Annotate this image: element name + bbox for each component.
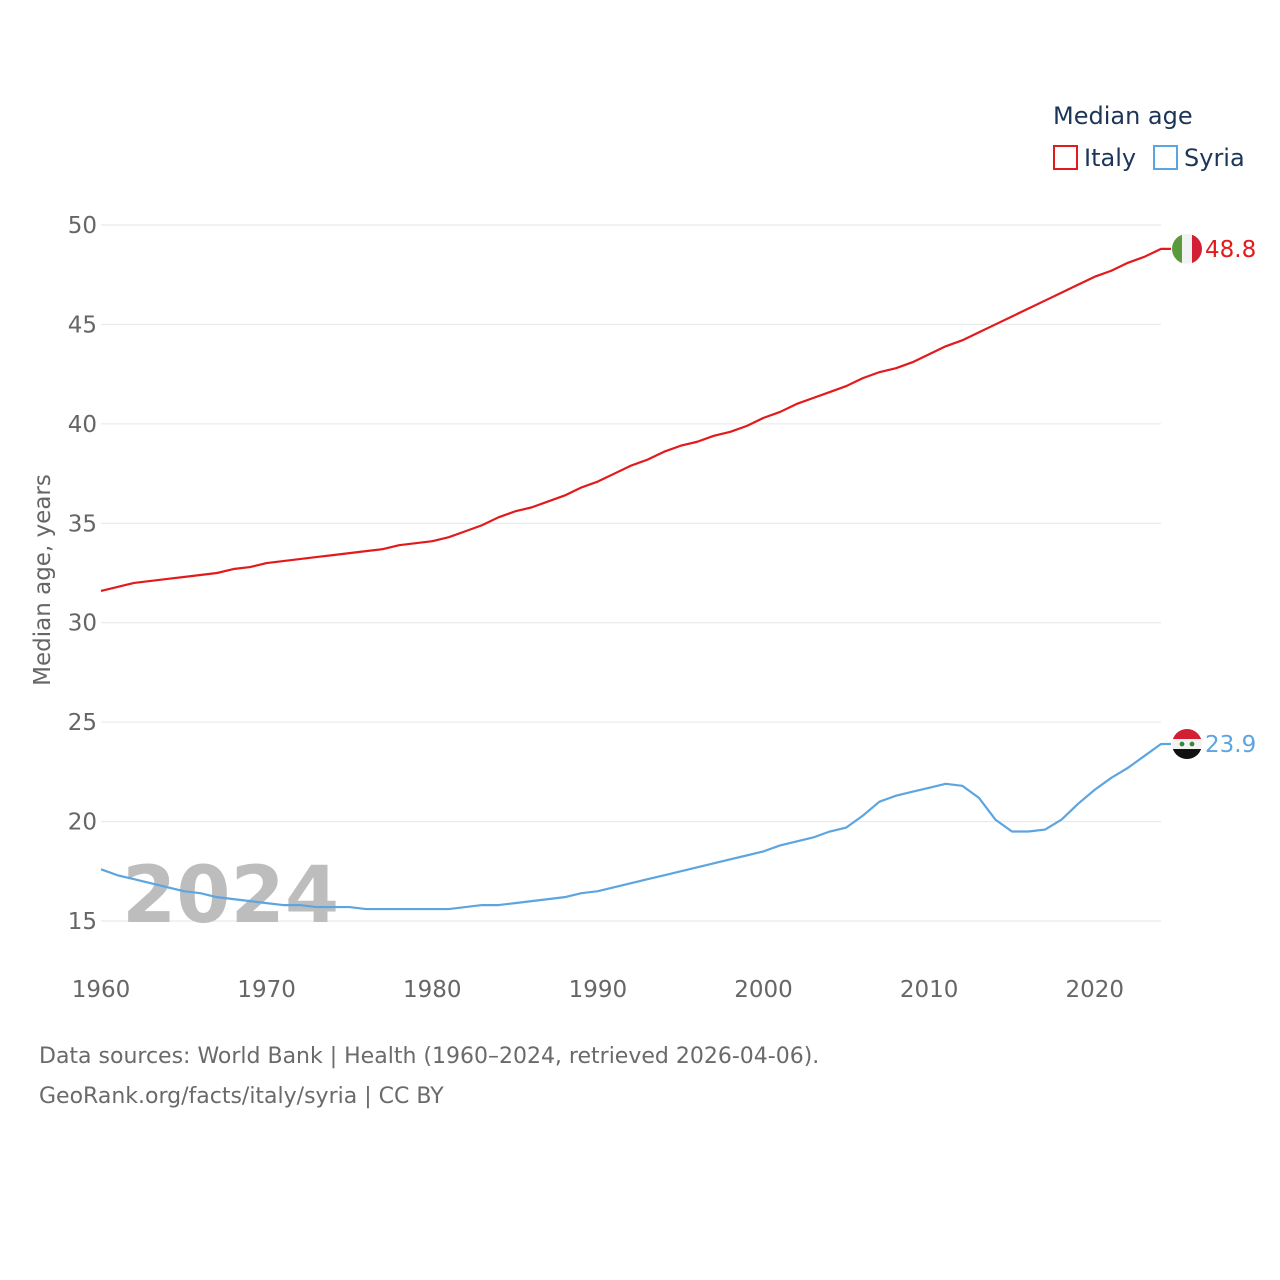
x-tick-label: 2000 bbox=[734, 977, 793, 1003]
end-label-syria: 23.9 bbox=[1205, 732, 1256, 758]
italy-flag-icon bbox=[1172, 233, 1202, 264]
y-axis-title: Median age, years bbox=[30, 474, 56, 686]
end-labels: 48.8 23.9 bbox=[1172, 233, 1256, 760]
x-tick-label: 1980 bbox=[403, 977, 462, 1003]
y-tick-label: 50 bbox=[68, 213, 97, 239]
legend-swatch-syria[interactable] bbox=[1153, 145, 1178, 170]
y-tick-label: 45 bbox=[68, 312, 97, 338]
x-tick-label: 1960 bbox=[72, 977, 131, 1003]
legend: Median age Italy Syria bbox=[1053, 102, 1245, 172]
legend-label-italy[interactable]: Italy bbox=[1084, 144, 1136, 172]
footer-sources: Data sources: World Bank | Health (1960–… bbox=[39, 1044, 820, 1069]
x-tick-label: 2010 bbox=[900, 977, 959, 1003]
legend-swatch-italy[interactable] bbox=[1053, 145, 1078, 170]
series-lines bbox=[100, 247, 1171, 911]
syria-flag-icon bbox=[1172, 729, 1202, 760]
y-tick-label: 25 bbox=[68, 710, 97, 736]
year-stamp: 2024 bbox=[122, 851, 339, 941]
series-line-syria[interactable] bbox=[100, 742, 1171, 911]
y-tick-label: 35 bbox=[68, 511, 97, 537]
x-axis-ticks: 1960 1970 1980 1990 2000 2010 2020 bbox=[72, 977, 1124, 1003]
x-tick-label: 1990 bbox=[569, 977, 628, 1003]
y-tick-label: 30 bbox=[68, 611, 97, 637]
y-tick-label: 20 bbox=[68, 810, 97, 836]
footer-attribution[interactable]: GeoRank.org/facts/italy/syria | CC BY bbox=[39, 1084, 444, 1109]
y-tick-label: 40 bbox=[68, 412, 97, 438]
end-label-italy: 48.8 bbox=[1205, 237, 1256, 263]
x-tick-label: 2020 bbox=[1065, 977, 1124, 1003]
line-chart: 15 20 25 30 35 40 45 50 1960 1970 1980 1990 2000 201… bbox=[30, 102, 1256, 1003]
legend-title: Median age bbox=[1053, 102, 1193, 130]
x-tick-label: 1970 bbox=[237, 977, 296, 1003]
gridlines bbox=[101, 224, 1161, 922]
y-axis-ticks: 15 20 25 30 35 40 45 50 bbox=[68, 213, 97, 935]
series-line-italy[interactable] bbox=[100, 247, 1171, 592]
y-tick-label: 15 bbox=[68, 909, 97, 935]
legend-label-syria[interactable]: Syria bbox=[1184, 144, 1245, 172]
